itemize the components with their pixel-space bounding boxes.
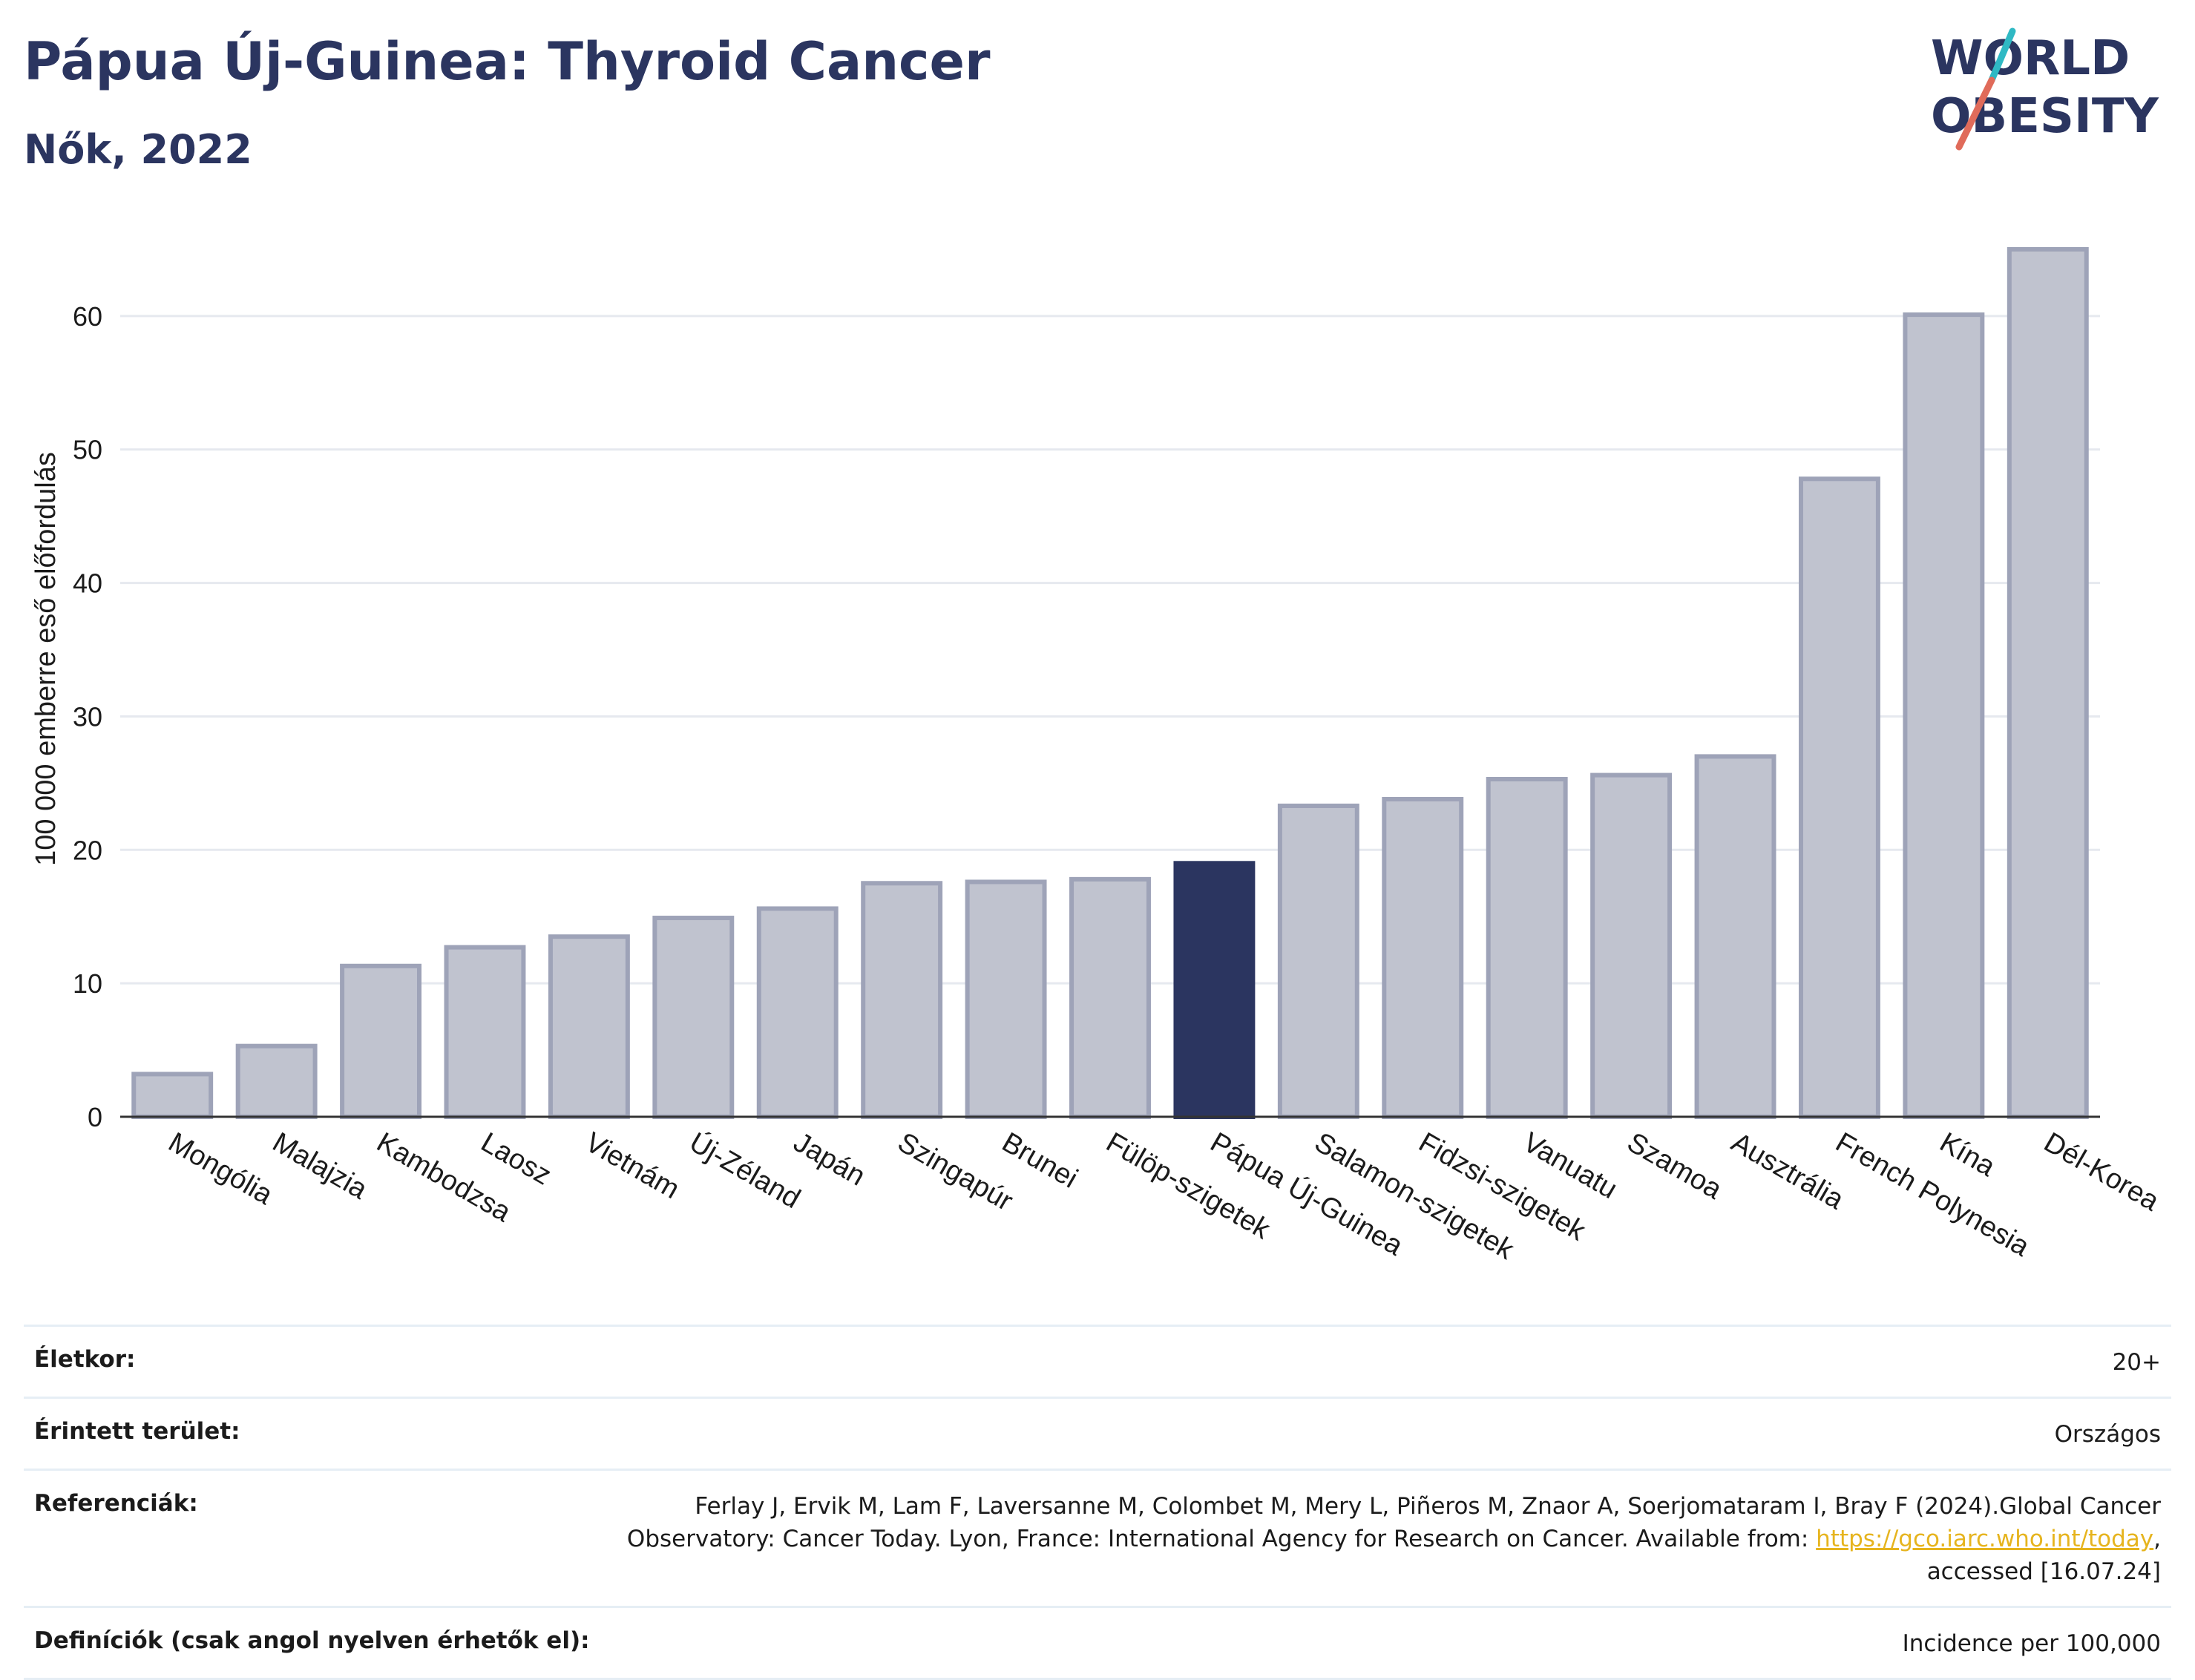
y-tick-label: 60 bbox=[73, 301, 102, 332]
bar-3 bbox=[444, 945, 526, 1120]
info-row-area: Érintett terület: Országos bbox=[24, 1397, 2171, 1469]
x-tick-label: Laosz bbox=[476, 1126, 557, 1191]
chart-title: Pápua Új-Guinea: Thyroid Cancer bbox=[24, 31, 991, 92]
y-axis-label: 100 000 emberre eső előfordulás bbox=[30, 452, 62, 866]
bar-16 bbox=[1798, 476, 1880, 1119]
bar-12 bbox=[1382, 796, 1464, 1119]
y-tick-label: 50 bbox=[73, 435, 102, 465]
bar-11 bbox=[1277, 803, 1359, 1119]
bar-1 bbox=[235, 1043, 318, 1119]
x-tick-label: Szamoa bbox=[1622, 1126, 1728, 1206]
bar-4 bbox=[548, 934, 630, 1120]
logo-word-obesity: OBESITY bbox=[1931, 89, 2159, 144]
reference-text-line-1: Ferlay J, Ervik M, Lam F, Laversanne M, … bbox=[695, 1493, 2161, 1520]
x-tick-label: Dél-Korea bbox=[2038, 1126, 2165, 1217]
x-tick-label: Szingapúr bbox=[893, 1126, 1018, 1217]
y-tick-label: 0 bbox=[88, 1102, 102, 1132]
x-tick-label: Pápua Új-Guinea bbox=[1205, 1126, 1409, 1262]
bar-chart: 0102030405060MongóliaMalajziaKambodzsaLa… bbox=[30, 246, 2165, 1266]
y-tick-label: 10 bbox=[73, 968, 102, 999]
info-value-definitions: Incidence per 100,000 bbox=[1902, 1630, 2161, 1657]
y-tick-label: 20 bbox=[73, 835, 102, 865]
bar-6 bbox=[756, 906, 839, 1120]
bar-13 bbox=[1486, 776, 1568, 1120]
x-tick-label: Mongólia bbox=[163, 1126, 278, 1211]
bar-8 bbox=[965, 879, 1047, 1119]
info-value-references: Ferlay J, Ervik M, Lam F, Laversanne M, … bbox=[627, 1490, 2161, 1588]
x-tick-label: Új-Zéland bbox=[684, 1126, 806, 1215]
reference-text-line-3: accessed [16.07.24] bbox=[1926, 1558, 2161, 1585]
bar-18 bbox=[2007, 246, 2089, 1120]
info-value-area: Országos bbox=[2054, 1421, 2161, 1448]
info-label-area: Érintett terület: bbox=[34, 1418, 240, 1445]
x-tick-label: Kína bbox=[1935, 1126, 2001, 1183]
x-tick-label: Malajzia bbox=[267, 1126, 373, 1205]
info-row-references: Referenciák: Ferlay J, Ervik M, Lam F, L… bbox=[24, 1469, 2171, 1606]
info-row-age: Életkor: 20+ bbox=[24, 1325, 2171, 1397]
chart-subtitle: Nők, 2022 bbox=[24, 126, 252, 173]
y-tick-label: 30 bbox=[73, 701, 102, 732]
bars bbox=[131, 246, 2089, 1120]
bar-5 bbox=[652, 916, 735, 1119]
bar-7 bbox=[861, 881, 943, 1120]
y-tick-label: 40 bbox=[73, 568, 102, 599]
reference-text-line-2-end: , bbox=[2153, 1526, 2161, 1552]
bar-15 bbox=[1694, 754, 1776, 1120]
bar-9 bbox=[1069, 876, 1151, 1120]
x-tick-label: Ausztrália bbox=[1726, 1126, 1849, 1215]
reference-link[interactable]: https://gco.iarc.who.int/today bbox=[1816, 1526, 2154, 1552]
info-label-age: Életkor: bbox=[34, 1346, 136, 1373]
bar-17 bbox=[1903, 312, 1985, 1119]
x-tick-label: Vietnám bbox=[580, 1126, 684, 1205]
bar-2 bbox=[340, 963, 422, 1120]
reference-text-line-2: Observatory: Cancer Today. Lyon, France:… bbox=[627, 1523, 2161, 1555]
reference-text-line-2-start: Observatory: Cancer Today. Lyon, France:… bbox=[626, 1526, 1817, 1552]
x-tick-label: French Polynesia bbox=[1830, 1126, 2035, 1263]
logo-slash-top bbox=[1988, 27, 2016, 84]
bar-14 bbox=[1590, 772, 1673, 1119]
info-label-definitions: Definíciók (csak angol nyelven érhetők e… bbox=[34, 1627, 590, 1654]
info-label-references: Referenciák: bbox=[34, 1490, 198, 1517]
logo-slash-bottom bbox=[1955, 76, 1995, 151]
info-value-age: 20+ bbox=[2112, 1349, 2161, 1376]
logo-word-world: WORLD bbox=[1931, 31, 2130, 86]
info-table: Életkor: 20+ Érintett terület: Országos … bbox=[24, 1325, 2171, 1680]
info-row-definitions: Definíciók (csak angol nyelven érhetők e… bbox=[24, 1606, 2171, 1680]
world-obesity-logo: WORLD OBESITY bbox=[1931, 27, 2159, 151]
bar-10 bbox=[1173, 861, 1256, 1119]
bar-0 bbox=[131, 1072, 214, 1119]
x-tick-label: Brunei bbox=[997, 1126, 1083, 1194]
x-tick-label: Japán bbox=[788, 1126, 870, 1192]
